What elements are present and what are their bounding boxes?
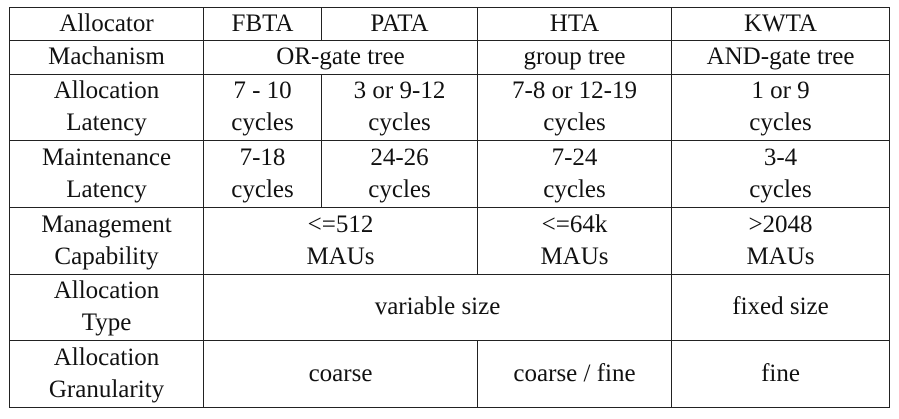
cell-unit: MAUs [306,242,375,270]
cell-kwta-management-capability: >2048 MAUs [671,206,890,275]
header-pata: PATA [321,6,478,42]
label-line: Type [81,309,132,337]
cell-value: 7-24 [551,144,598,172]
label-line: Capability [54,242,159,270]
table-row-management-capability: Management Capability <=512 MAUs <=64k M… [9,206,890,275]
row-label: Maintenance Latency [9,140,204,208]
cell-unit: cycles [749,176,812,204]
cell-hta-allocation-granularity: coarse / fine [477,340,672,408]
row-label: Machanism [9,40,204,75]
cell-pata-maintenance-latency: 24-26 cycles [321,140,478,208]
cell-kwta-allocation-type: fixed size [671,273,890,342]
cell-unit: cycles [368,109,431,137]
cell-pata-allocation-latency: 3 or 9-12 cycles [321,73,478,142]
table-row-allocation-latency: Allocation Latency 7 - 10 cycles 3 or 9-… [9,73,890,142]
cell-unit: cycles [368,176,431,204]
cell-unit: cycles [543,176,606,204]
table-row-mechanism: Machanism OR-gate tree group tree AND-ga… [9,40,890,75]
cell-hta-mechanism: group tree [477,40,672,75]
label-line: Latency [66,176,147,204]
cell-unit: cycles [231,109,294,137]
cell-hta-maintenance-latency: 7-24 cycles [477,140,672,208]
header-hta: HTA [477,6,672,42]
cell-fbta-maintenance-latency: 7-18 cycles [203,140,322,208]
allocator-comparison-table: Allocator FBTA PATA HTA KWTA Machanism O… [9,6,890,408]
cell-value: 7 - 10 [233,77,292,105]
table-row-allocation-granularity: Allocation Granularity coarse coarse / f… [9,340,890,408]
table-row-maintenance-latency: Maintenance Latency 7-18 cycles 24-26 cy… [9,140,890,208]
cell-fbta-pata-mechanism: OR-gate tree [203,40,478,75]
cell-fbta-pata-hta-allocation-type: variable size [203,273,672,342]
label-line: Granularity [48,376,165,404]
label-line: Allocation [53,77,160,105]
row-label: Allocation Type [9,273,204,342]
header-fbta: FBTA [203,6,322,42]
label-line: Allocation [53,344,160,372]
label-line: Latency [66,109,147,137]
cell-fbta-allocation-latency: 7 - 10 cycles [203,73,322,142]
cell-value: 7-18 [239,144,286,172]
header-allocator: Allocator [9,6,204,42]
cell-unit: cycles [231,176,294,204]
row-label: Management Capability [9,206,204,275]
table-header-row: Allocator FBTA PATA HTA KWTA [9,6,890,42]
cell-unit: cycles [749,109,812,137]
header-kwta: KWTA [671,6,890,42]
cell-kwta-allocation-latency: 1 or 9 cycles [671,73,890,142]
cell-value: 1 or 9 [751,77,810,105]
label-line: Allocation [53,277,160,305]
cell-unit: MAUs [746,242,815,270]
cell-fbta-pata-management-capability: <=512 MAUs [203,206,478,275]
cell-kwta-maintenance-latency: 3-4 cycles [671,140,890,208]
table-row-allocation-type: Allocation Type variable size fixed size [9,273,890,342]
cell-value: 3-4 [763,144,798,172]
cell-unit: cycles [543,109,606,137]
cell-value: <=64k [541,210,608,238]
row-label: Allocation Latency [9,73,204,142]
label-line: Maintenance [41,144,172,172]
cell-value: >2048 [748,210,813,238]
cell-value: 3 or 9-12 [353,77,446,105]
cell-kwta-allocation-granularity: fine [671,340,890,408]
row-label: Allocation Granularity [9,340,204,408]
cell-value: 24-26 [370,144,429,172]
cell-value: 7-8 or 12-19 [512,77,637,105]
cell-unit: MAUs [540,242,609,270]
label-line: Management [41,210,172,238]
cell-hta-allocation-latency: 7-8 or 12-19 cycles [477,73,672,142]
cell-kwta-mechanism: AND-gate tree [671,40,890,75]
cell-value: <=512 [307,210,374,238]
cell-fbta-pata-allocation-granularity: coarse [203,340,478,408]
cell-hta-management-capability: <=64k MAUs [477,206,672,275]
